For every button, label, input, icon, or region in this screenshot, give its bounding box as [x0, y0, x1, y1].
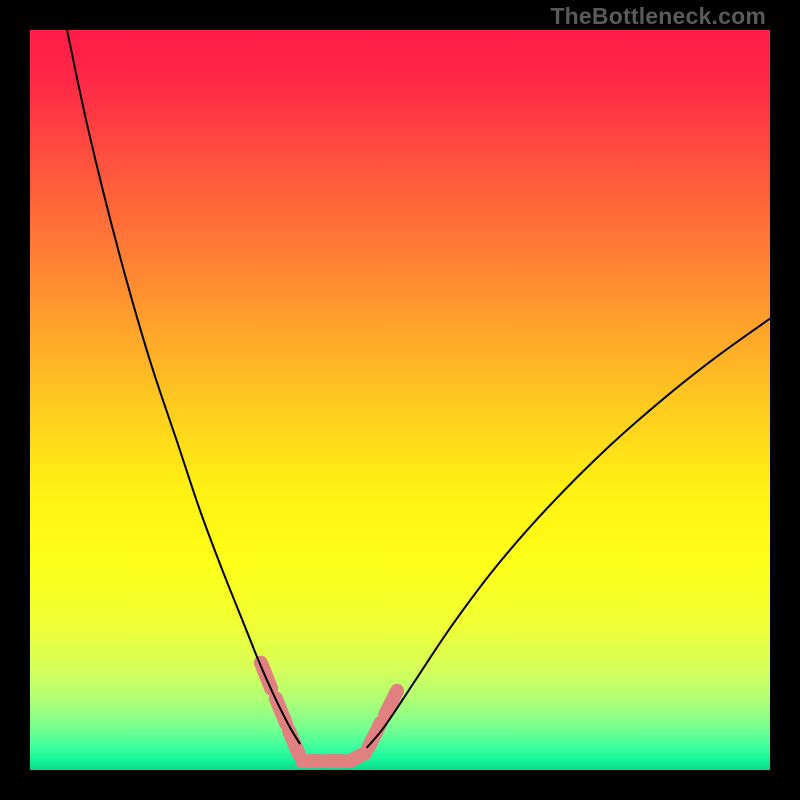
plot-svg	[30, 30, 770, 770]
valley-marker-segment	[350, 753, 366, 761]
watermark-text: TheBottleneck.com	[550, 3, 766, 30]
plot-area	[30, 30, 770, 770]
gradient-background	[30, 30, 770, 770]
